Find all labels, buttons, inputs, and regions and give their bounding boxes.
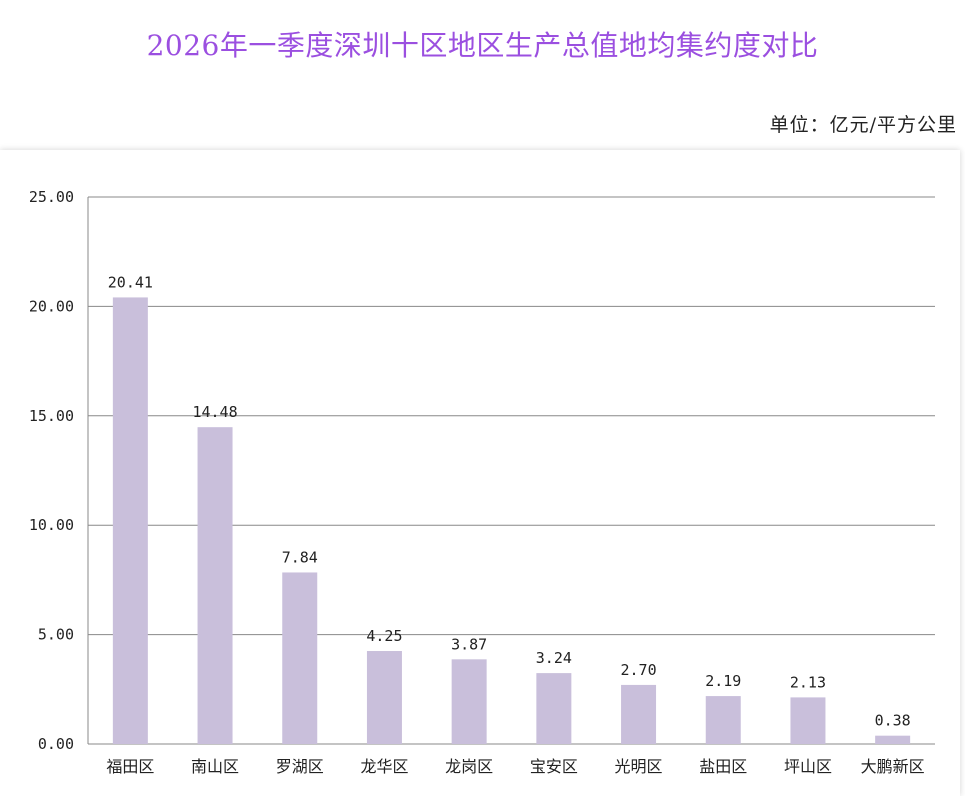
data-label: 3.24 (536, 649, 572, 667)
x-tick-label: 罗湖区 (276, 757, 324, 776)
bar (197, 427, 233, 744)
x-tick-label: 光明区 (615, 757, 663, 776)
x-tick-label: 盐田区 (699, 757, 747, 776)
bar (705, 696, 741, 744)
bar (366, 651, 402, 744)
y-tick-label: 20.00 (29, 297, 74, 315)
bar (536, 673, 572, 744)
bar (282, 572, 318, 744)
data-label: 0.38 (875, 712, 911, 730)
y-tick-label: 10.00 (29, 516, 74, 534)
data-label: 4.25 (366, 627, 402, 645)
bar (621, 684, 657, 744)
bar-chart: 0.00 5.00 10.00 15.00 20.00 25.00 20.41 14.48 7… (29, 188, 935, 776)
unit-label: 单位：亿元/平方公里 (769, 114, 957, 136)
y-tick-label: 5.00 (38, 626, 74, 644)
data-label: 20.41 (108, 273, 153, 291)
x-tick-label: 宝安区 (530, 757, 578, 776)
y-axis-ticks: 0.00 5.00 10.00 15.00 20.00 25.00 (29, 188, 74, 753)
x-tick-label: 龙华区 (360, 757, 408, 776)
chart-panel: 0.00 5.00 10.00 15.00 20.00 25.00 20.41 14.48 7… (0, 150, 960, 796)
data-label: 3.87 (451, 635, 487, 653)
chart-title: 2026年一季度深圳十区地区生产总值地均集约度对比 (146, 29, 819, 62)
value-labels: 20.41 14.48 7.84 4.25 3.87 3.24 2.70 2.19 2.13 0.… (108, 273, 911, 729)
bars (112, 297, 911, 744)
bar (112, 297, 148, 744)
data-label: 7.84 (282, 548, 318, 566)
x-tick-label: 大鹏新区 (861, 757, 925, 776)
x-tick-label: 福田区 (106, 757, 154, 776)
y-tick-label: 25.00 (29, 188, 74, 206)
data-label: 2.70 (620, 661, 656, 679)
x-tick-label: 南山区 (191, 757, 239, 776)
bar (875, 735, 911, 744)
bar (790, 697, 826, 744)
y-tick-label: 15.00 (29, 407, 74, 425)
y-tick-label: 0.00 (38, 735, 74, 753)
x-tick-label: 坪山区 (784, 757, 832, 776)
bar (451, 659, 487, 744)
data-label: 2.19 (705, 672, 741, 690)
x-tick-label: 龙岗区 (445, 757, 493, 776)
data-label: 2.13 (790, 673, 826, 691)
x-axis-ticks: 福田区 南山区 罗湖区 龙华区 龙岗区 宝安区 光明区 盐田区 坪山区 大鹏新区 (106, 757, 924, 776)
data-label: 14.48 (192, 403, 237, 421)
